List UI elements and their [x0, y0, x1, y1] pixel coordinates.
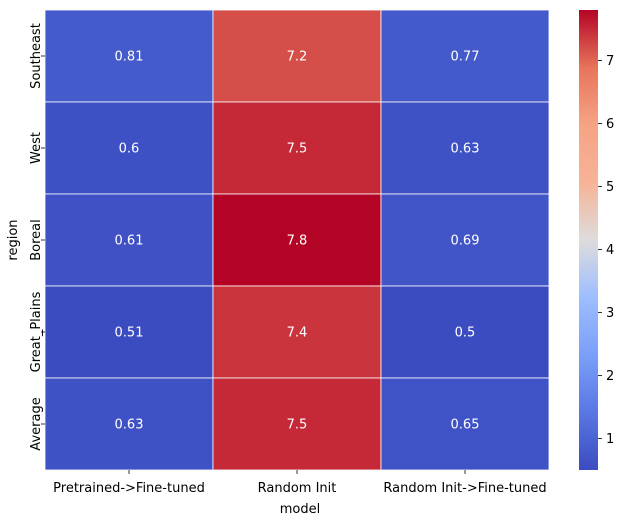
- y-axis-ticks: Southeast West Boreal Great_Plains Average: [29, 23, 45, 451]
- heatmap-cell: [44, 101, 214, 195]
- heatmap-cell: [380, 285, 550, 379]
- heatmap-cell: [212, 377, 382, 471]
- heatmap-cell: [44, 9, 214, 103]
- colorbar-tick-label: 5: [606, 180, 614, 195]
- cell-value-label: 0.6: [119, 142, 140, 157]
- cell-value-label: 7.5: [287, 418, 308, 433]
- heatmap-cell: [212, 101, 382, 195]
- colorbar-ticks: 1 2 3 4 5 6 7: [598, 54, 614, 447]
- heatmap-cells: [44, 9, 550, 471]
- y-tick-label: Boreal: [29, 219, 44, 261]
- heatmap-cell: [44, 377, 214, 471]
- y-axis-label: region: [6, 219, 21, 260]
- heatmap-cell: [380, 101, 550, 195]
- cell-value-label: 0.65: [451, 418, 480, 433]
- cell-value-label: 0.63: [451, 142, 480, 157]
- cell-value-label: 0.69: [451, 234, 480, 249]
- cell-value-label: 0.5: [455, 326, 476, 341]
- colorbar-tick-label: 2: [606, 369, 614, 384]
- heatmap-cell: [380, 377, 550, 471]
- y-tick-label: Southeast: [29, 23, 44, 89]
- colorbar-tick-label: 7: [606, 54, 614, 69]
- colorbar-tick-label: 6: [606, 117, 614, 132]
- cell-value-label: 0.51: [115, 326, 144, 341]
- cell-value-label: 0.61: [115, 234, 144, 249]
- y-tick-label: Great_Plains: [29, 291, 44, 372]
- colorbar-tick-label: 4: [606, 243, 614, 258]
- heatmap-cell: [212, 193, 382, 287]
- cell-value-label: 0.81: [115, 50, 144, 65]
- cell-value-label: 7.5: [287, 142, 308, 157]
- cell-value-label: 7.8: [287, 234, 308, 249]
- x-tick-label: Random Init: [258, 481, 337, 496]
- heatmap-cell: [212, 9, 382, 103]
- cell-value-label: 7.2: [287, 50, 308, 65]
- heatmap-cell: [44, 193, 214, 287]
- x-tick-label: Random Init->Fine-tuned: [383, 481, 546, 496]
- cell-value-label: 7.4: [287, 326, 308, 341]
- y-tick-label: West: [29, 132, 44, 164]
- x-axis-label: model: [280, 502, 320, 517]
- x-tick-label: Pretrained->Fine-tuned: [53, 481, 205, 496]
- colorbar-tick-label: 3: [606, 306, 614, 321]
- cell-value-label: 0.63: [115, 418, 144, 433]
- colorbar: [579, 10, 598, 470]
- heatmap-cell: [44, 285, 214, 379]
- cell-value-label: 0.77: [451, 50, 480, 65]
- heatmap-cell-labels: 0.81 7.2 0.77 0.6 7.5 0.63 0.61 7.8 0.69 0.51 7.4 0…: [115, 50, 480, 433]
- y-tick-label: Average: [29, 397, 44, 450]
- heatmap-cell: [380, 9, 550, 103]
- x-axis-ticks: Pretrained->Fine-tuned Random Init Random …: [53, 470, 547, 496]
- colorbar-tick-label: 1: [606, 432, 614, 447]
